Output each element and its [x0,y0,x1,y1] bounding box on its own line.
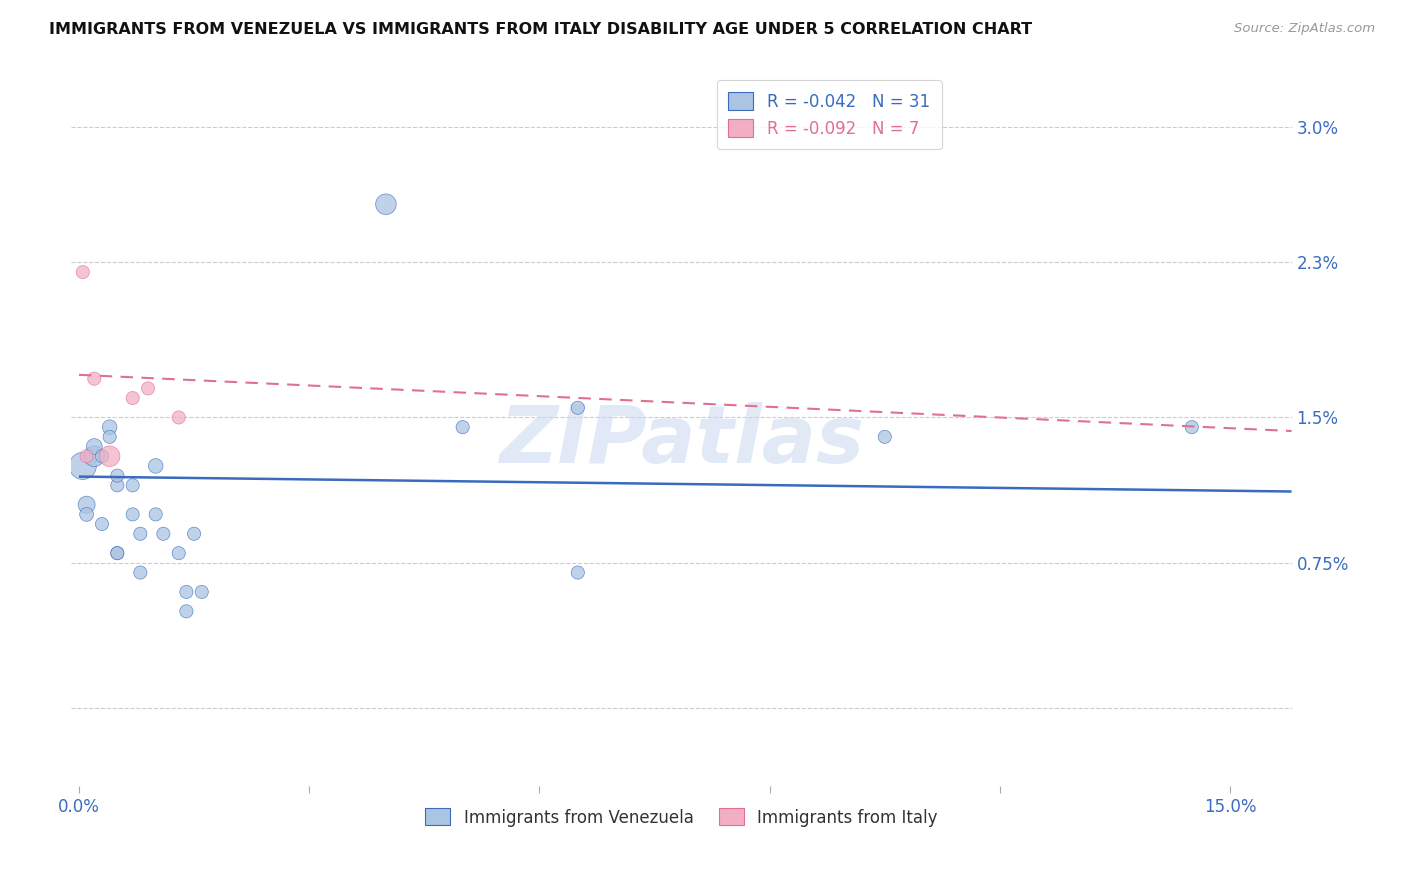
Point [91,449,114,463]
Point [176,604,198,618]
Point [183,526,205,541]
Point [91,517,114,532]
Point [567,401,589,415]
Text: ZIPatlas: ZIPatlas [499,402,863,481]
Point [76,449,98,463]
Point [145,508,167,522]
Legend: Immigrants from Venezuela, Immigrants from Italy: Immigrants from Venezuela, Immigrants fr… [418,800,946,835]
Point [121,391,143,405]
Point [83,440,105,454]
Point [152,526,174,541]
Text: IMMIGRANTS FROM VENEZUELA VS IMMIGRANTS FROM ITALY DISABILITY AGE UNDER 5 CORREL: IMMIGRANTS FROM VENEZUELA VS IMMIGRANTS … [49,22,1032,37]
Point [105,468,128,483]
Point [105,546,128,560]
Point [121,478,143,492]
Point [76,498,98,512]
Point [136,381,159,395]
Point [567,566,589,580]
Point [76,508,98,522]
Point [129,526,152,541]
Point [98,420,121,434]
Point [374,197,396,211]
Point [167,546,190,560]
Point [873,430,896,444]
Point [1181,420,1204,434]
Point [105,546,128,560]
Point [121,508,143,522]
Point [83,372,105,386]
Point [145,458,167,473]
Point [176,585,198,599]
Point [72,265,94,279]
Point [98,449,121,463]
Point [105,478,128,492]
Text: Source: ZipAtlas.com: Source: ZipAtlas.com [1234,22,1375,36]
Point [98,430,121,444]
Point [83,449,105,463]
Point [129,566,152,580]
Point [451,420,474,434]
Point [167,410,190,425]
Point [190,585,212,599]
Point [72,458,94,473]
